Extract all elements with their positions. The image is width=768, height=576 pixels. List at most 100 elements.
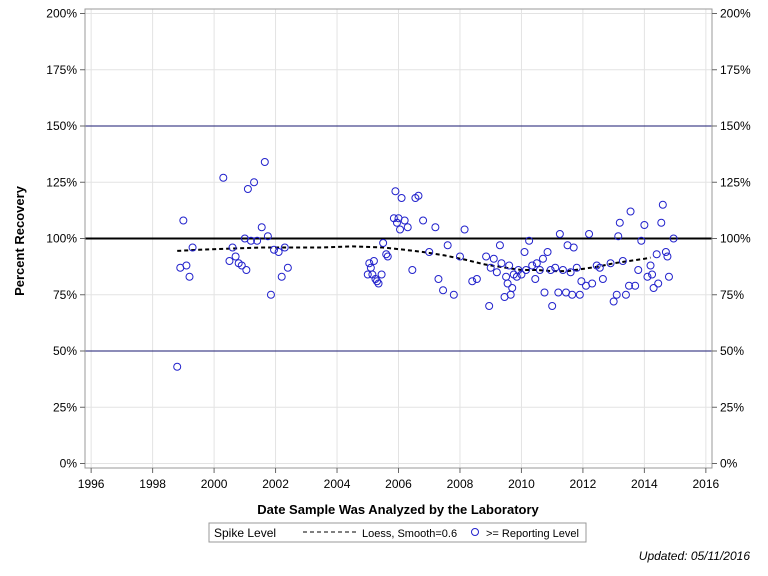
data-point xyxy=(621,290,630,299)
data-point xyxy=(237,261,246,270)
y-tick-label-right: 25% xyxy=(720,400,744,414)
data-point xyxy=(492,268,501,277)
data-point xyxy=(246,236,255,245)
data-point xyxy=(280,243,289,252)
data-point xyxy=(558,266,567,274)
data-point xyxy=(595,263,604,272)
data-point xyxy=(250,178,259,187)
data-point xyxy=(482,252,491,261)
data-point xyxy=(383,252,392,261)
data-point xyxy=(400,216,409,225)
data-point xyxy=(219,173,228,182)
y-tick-label-left: 0% xyxy=(60,457,78,471)
data-point xyxy=(548,302,557,310)
data-point xyxy=(414,191,423,200)
data-point xyxy=(253,236,262,245)
y-tick-label-right: 175% xyxy=(720,63,751,77)
data-point xyxy=(495,241,504,250)
data-point xyxy=(379,239,388,247)
data-point xyxy=(649,284,658,292)
data-point xyxy=(468,277,477,286)
data-point xyxy=(502,272,511,281)
data-point xyxy=(283,263,292,272)
y-tick-label-left: 150% xyxy=(46,119,77,133)
y-axis-left-ticks: 0% 25% 50% 75% 100% 125% 150% 175% 200% xyxy=(46,7,85,471)
data-point xyxy=(658,200,667,209)
data-point xyxy=(489,254,498,263)
data-point xyxy=(540,288,549,297)
data-point xyxy=(225,257,234,265)
data-point xyxy=(575,290,584,299)
x-axis-ticks: 1996 1998 2000 2002 2004 2006 2008 2010 2012 2014… xyxy=(78,468,720,491)
data-point xyxy=(551,263,560,272)
data-point xyxy=(522,266,531,274)
data-point xyxy=(637,236,646,245)
y-tick-label-left: 100% xyxy=(46,232,77,246)
x-tick-label: 2014 xyxy=(631,477,658,491)
data-point xyxy=(382,250,391,259)
y-tick-label-right: 200% xyxy=(720,7,751,21)
x-tick-label: 1996 xyxy=(78,477,105,491)
x-tick-label: 2008 xyxy=(447,477,474,491)
data-point xyxy=(538,254,547,263)
data-point xyxy=(179,216,188,225)
data-point xyxy=(664,272,673,281)
data-point xyxy=(568,290,577,299)
data-point xyxy=(242,266,251,274)
data-point xyxy=(392,218,401,227)
data-point xyxy=(546,266,555,274)
x-tick-label: 2002 xyxy=(262,477,289,491)
data-point xyxy=(243,185,252,193)
data-point xyxy=(263,232,272,241)
updated-date: Updated: 05/11/2016 xyxy=(638,549,750,563)
data-point xyxy=(185,272,194,281)
data-point xyxy=(517,270,526,279)
data-point xyxy=(634,266,643,274)
data-point xyxy=(419,216,428,225)
y-tick-label-right: 100% xyxy=(720,232,751,246)
x-tick-label: 2006 xyxy=(385,477,412,491)
data-point xyxy=(260,158,269,166)
data-point xyxy=(657,218,666,227)
x-tick-label: 2000 xyxy=(201,477,228,491)
data-point xyxy=(614,232,623,241)
data-point xyxy=(396,225,405,234)
data-point xyxy=(555,230,564,238)
data-point xyxy=(652,250,661,259)
data-point xyxy=(625,281,634,290)
data-point xyxy=(648,270,657,279)
x-axis-title: Date Sample Was Analyzed by the Laborato… xyxy=(257,502,539,517)
x-tick-label: 2004 xyxy=(324,477,351,491)
reference-lines xyxy=(85,125,712,352)
data-points xyxy=(173,158,678,371)
data-point xyxy=(431,223,440,232)
data-point xyxy=(397,194,406,202)
data-point xyxy=(566,268,575,277)
data-point xyxy=(505,261,514,270)
x-tick-label: 2012 xyxy=(570,477,597,491)
y-tick-label-left: 125% xyxy=(46,175,77,189)
data-point xyxy=(654,279,663,288)
data-point xyxy=(365,259,374,268)
data-point xyxy=(572,263,581,272)
data-point xyxy=(669,234,678,243)
data-point xyxy=(277,272,286,281)
legend-marker-swatch xyxy=(471,528,479,536)
x-tick-label: 2016 xyxy=(693,477,720,491)
data-point xyxy=(626,207,635,216)
data-point xyxy=(391,187,400,196)
data-point xyxy=(434,275,443,283)
data-point xyxy=(460,225,469,234)
data-point xyxy=(598,275,607,283)
data-point xyxy=(646,261,655,270)
data-point xyxy=(257,223,266,232)
data-point xyxy=(366,263,375,272)
data-point xyxy=(274,248,283,256)
data-point xyxy=(588,279,597,288)
data-point xyxy=(661,248,670,256)
data-point xyxy=(486,263,495,272)
data-point xyxy=(535,266,544,274)
data-point xyxy=(443,241,452,250)
y-tick-label-left: 200% xyxy=(46,7,77,21)
data-point xyxy=(663,252,672,261)
